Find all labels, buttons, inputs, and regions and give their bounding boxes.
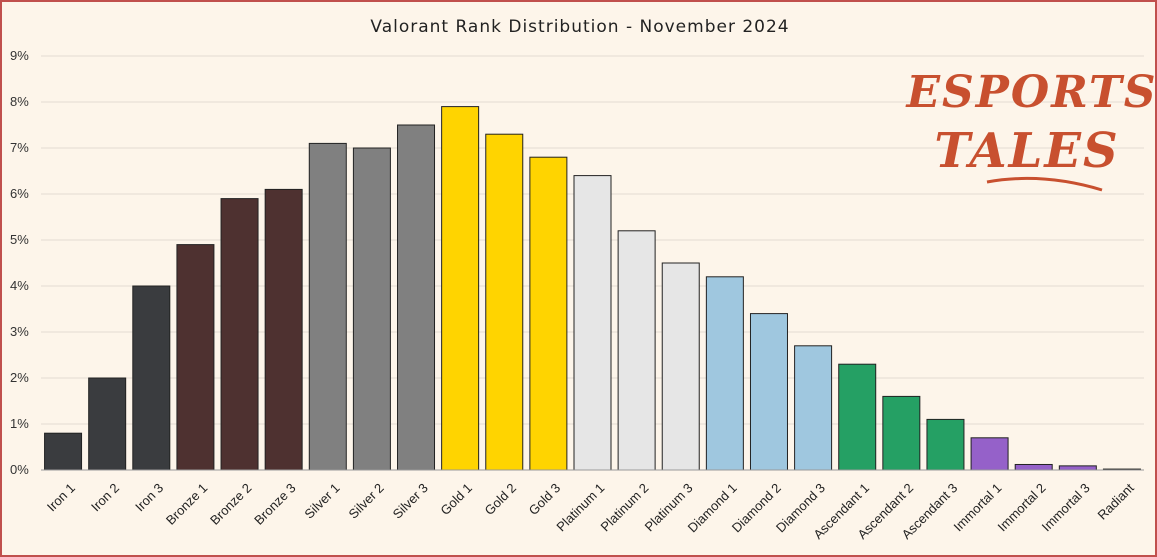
esports-tales-logo: ESPORTS TALES — [904, 67, 1155, 192]
x-tick-label: Radiant — [1095, 480, 1138, 523]
x-tick-label: Iron 1 — [44, 480, 78, 514]
logo-line-2: TALES — [934, 123, 1119, 179]
x-tick-label: Bronze 3 — [251, 480, 298, 527]
y-tick-label: 0% — [10, 462, 29, 477]
x-tick-label: Gold 3 — [526, 480, 564, 518]
logo-line-1: ESPORTS — [904, 67, 1155, 118]
x-tick-label: Gold 2 — [481, 480, 519, 518]
x-tick-label: Iron 3 — [132, 480, 166, 514]
bar-gold-3 — [529, 156, 568, 471]
bar-ascendant-2 — [882, 395, 921, 471]
y-tick-label: 4% — [10, 278, 29, 293]
x-tick-label: Silver 2 — [346, 480, 387, 521]
bar-ascendant-3 — [926, 418, 965, 471]
y-tick-label: 2% — [10, 370, 29, 385]
bar-iron-3 — [132, 285, 171, 471]
x-tick-label: Silver 1 — [301, 480, 342, 521]
y-tick-label: 5% — [10, 232, 29, 247]
bar-platinum-2 — [617, 230, 656, 471]
bar-ascendant-1 — [838, 363, 877, 471]
bar-immortal-3 — [1058, 465, 1097, 471]
bar-bronze-1 — [176, 244, 215, 471]
chart-title: Valorant Rank Distribution - November 20… — [370, 17, 789, 37]
bar-silver-2 — [352, 147, 391, 471]
x-tick-label: Immortal 3 — [1039, 480, 1093, 534]
bar-diamond-1 — [705, 276, 744, 471]
bar-bronze-2 — [220, 198, 259, 471]
y-tick-label: 1% — [10, 416, 29, 431]
y-tick-label: 3% — [10, 324, 29, 339]
bar-iron-1 — [44, 432, 83, 471]
bar-silver-3 — [397, 124, 436, 471]
bar-gold-1 — [441, 106, 480, 471]
y-tick-label: 7% — [10, 140, 29, 155]
bar-iron-2 — [88, 377, 127, 471]
y-axis-ticks: 0% 1% 2% 3% 4% 5% 6% 7% 8% 9% — [10, 48, 29, 477]
bar-platinum-3 — [661, 262, 700, 471]
x-tick-label: Silver 3 — [390, 480, 431, 521]
bar-diamond-3 — [794, 345, 833, 471]
bar-platinum-1 — [573, 175, 612, 471]
bar-bronze-3 — [264, 188, 303, 471]
logo-swoosh — [986, 176, 1103, 192]
bars — [44, 106, 1141, 471]
bar-silver-1 — [308, 142, 347, 471]
x-tick-label: Bronze 2 — [207, 480, 254, 527]
y-tick-label: 6% — [10, 186, 29, 201]
x-tick-label: Gold 1 — [437, 480, 475, 518]
bar-immortal-1 — [970, 437, 1009, 471]
bar-diamond-2 — [749, 313, 788, 471]
x-tick-label: Iron 2 — [88, 480, 122, 514]
bar-immortal-2 — [1014, 463, 1053, 471]
y-tick-label: 9% — [10, 48, 29, 63]
y-tick-label: 8% — [10, 94, 29, 109]
x-tick-label: Bronze 1 — [163, 480, 210, 527]
bar-gold-2 — [485, 133, 524, 471]
